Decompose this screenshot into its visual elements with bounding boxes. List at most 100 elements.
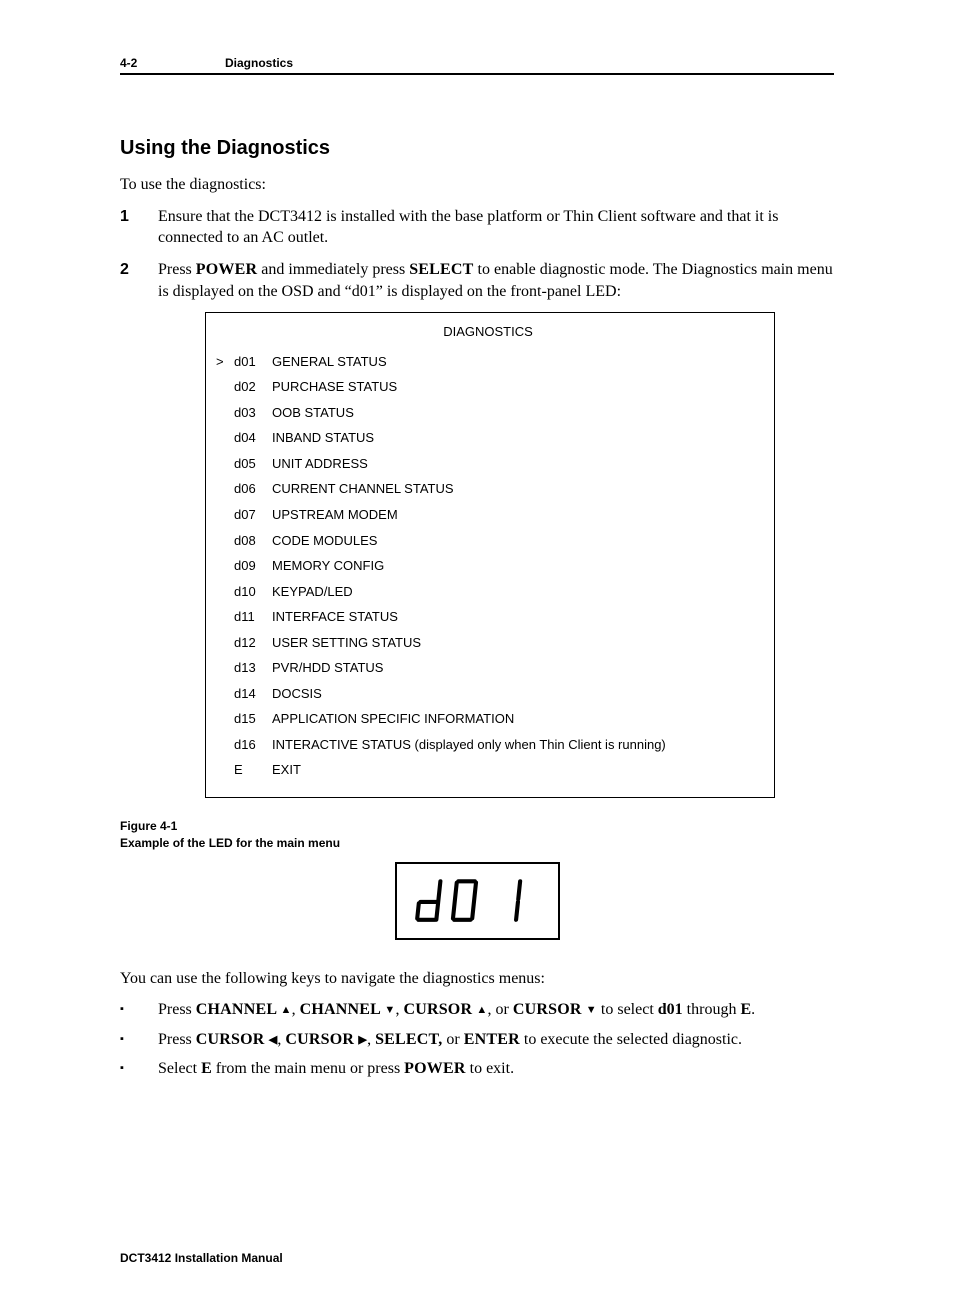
diag-cursor	[216, 553, 234, 579]
diag-label: USER SETTING STATUS	[272, 630, 672, 656]
diag-row: d13PVR/HDD STATUS	[216, 655, 672, 681]
diag-label: CODE MODULES	[272, 528, 672, 554]
bullet-1: ▪ Press CHANNEL ▲, CHANNEL ▼, CURSOR ▲, …	[120, 999, 834, 1021]
diag-label: PURCHASE STATUS	[272, 374, 672, 400]
diag-label: APPLICATION SPECIFIC INFORMATION	[272, 706, 672, 732]
header-section: Diagnostics	[225, 55, 293, 71]
diag-label: UPSTREAM MODEM	[272, 502, 672, 528]
diag-label: PVR/HDD STATUS	[272, 655, 672, 681]
diag-code: d16	[234, 732, 272, 758]
diag-label: OOB STATUS	[272, 400, 672, 426]
diagnostics-title: DIAGNOSTICS	[216, 323, 760, 341]
diag-cursor	[216, 655, 234, 681]
diag-cursor	[216, 502, 234, 528]
diag-code: d14	[234, 681, 272, 707]
key-power: POWER	[196, 261, 257, 278]
diag-cursor	[216, 579, 234, 605]
diag-cursor	[216, 400, 234, 426]
nav-intro: You can use the following keys to naviga…	[120, 968, 834, 990]
key-cursor-down: CURSOR ▼	[513, 1001, 597, 1018]
step-2: 2 Press POWER and immediately press SELE…	[120, 259, 834, 302]
key-select: SELECT,	[375, 1031, 442, 1048]
diag-cursor	[216, 451, 234, 477]
diagnostics-table: >d01GENERAL STATUSd02PURCHASE STATUSd03O…	[216, 349, 672, 783]
diag-label: GENERAL STATUS	[272, 349, 672, 375]
footer-manual-title: DCT3412 Installation Manual	[120, 1250, 834, 1266]
diag-cursor	[216, 681, 234, 707]
diag-row: d09MEMORY CONFIG	[216, 553, 672, 579]
diag-code: E	[234, 757, 272, 783]
diag-label: EXIT	[272, 757, 672, 783]
diag-label: INBAND STATUS	[272, 425, 672, 451]
diag-cursor	[216, 604, 234, 630]
diag-row: d12USER SETTING STATUS	[216, 630, 672, 656]
diag-label: UNIT ADDRESS	[272, 451, 672, 477]
step-body: Press POWER and immediately press SELECT…	[158, 259, 834, 302]
intro-text: To use the diagnostics:	[120, 174, 834, 196]
key-channel-down: CHANNEL ▼	[300, 1001, 396, 1018]
key-select: SELECT	[409, 261, 473, 278]
diag-cursor	[216, 630, 234, 656]
figure-caption: Figure 4-1 Example of the LED for the ma…	[120, 818, 834, 852]
diag-cursor: >	[216, 349, 234, 375]
text: ,	[367, 1031, 375, 1048]
diag-code: d05	[234, 451, 272, 477]
step-1: 1 Ensure that the DCT3412 is installed w…	[120, 206, 834, 249]
diag-row: d06CURRENT CHANNEL STATUS	[216, 476, 672, 502]
diag-code: d01	[234, 349, 272, 375]
diag-cursor	[216, 374, 234, 400]
key-cursor-right: CURSOR ▶	[285, 1031, 367, 1048]
diag-label: CURRENT CHANNEL STATUS	[272, 476, 672, 502]
text: to select	[597, 1001, 658, 1018]
diag-cursor	[216, 706, 234, 732]
diag-code: d13	[234, 655, 272, 681]
key-power: POWER	[404, 1060, 465, 1077]
code-d01: d01	[658, 1001, 683, 1018]
text: to execute the selected diagnostic.	[520, 1031, 742, 1048]
diag-label: INTERFACE STATUS	[272, 604, 672, 630]
led-svg	[407, 873, 547, 928]
diag-row: d16INTERACTIVE STATUS (displayed only wh…	[216, 732, 672, 758]
code-e: E	[201, 1060, 212, 1077]
step-number: 1	[120, 206, 158, 249]
diag-code: d06	[234, 476, 272, 502]
text: ,	[292, 1001, 300, 1018]
nav-bullets: ▪ Press CHANNEL ▲, CHANNEL ▼, CURSOR ▲, …	[120, 999, 834, 1080]
text: and immediately press	[257, 261, 409, 278]
diag-code: d02	[234, 374, 272, 400]
diag-row: d11INTERFACE STATUS	[216, 604, 672, 630]
diag-code: d09	[234, 553, 272, 579]
page-number: 4-2	[120, 55, 225, 71]
diag-cursor	[216, 476, 234, 502]
diag-code: d04	[234, 425, 272, 451]
text: Press	[158, 261, 196, 278]
text: Press	[158, 1001, 196, 1018]
key-channel-up: CHANNEL ▲	[196, 1001, 292, 1018]
led-display	[395, 862, 560, 940]
diag-cursor	[216, 732, 234, 758]
bullet-body: Press CURSOR ◀, CURSOR ▶, SELECT, or ENT…	[158, 1029, 834, 1051]
text: through	[683, 1001, 741, 1018]
bullet-body: Press CHANNEL ▲, CHANNEL ▼, CURSOR ▲, or…	[158, 999, 834, 1021]
bullet-3: ▪ Select E from the main menu or press P…	[120, 1058, 834, 1080]
page-header: 4-2 Diagnostics	[120, 55, 834, 75]
diag-row: >d01GENERAL STATUS	[216, 349, 672, 375]
text: Select	[158, 1060, 201, 1077]
key-enter: ENTER	[464, 1031, 520, 1048]
diag-row: d14DOCSIS	[216, 681, 672, 707]
diag-row: d03OOB STATUS	[216, 400, 672, 426]
text: or	[442, 1031, 463, 1048]
diag-code: d07	[234, 502, 272, 528]
diag-row: d04INBAND STATUS	[216, 425, 672, 451]
text: to exit.	[466, 1060, 514, 1077]
figure-number: Figure 4-1	[120, 819, 177, 833]
key-cursor-up: CURSOR ▲	[403, 1001, 487, 1018]
diagnostics-menu-box: DIAGNOSTICS >d01GENERAL STATUSd02PURCHAS…	[205, 312, 775, 798]
diag-code: d11	[234, 604, 272, 630]
diag-row: d08CODE MODULES	[216, 528, 672, 554]
bullet-2: ▪ Press CURSOR ◀, CURSOR ▶, SELECT, or E…	[120, 1029, 834, 1051]
text: from the main menu or press	[212, 1060, 404, 1077]
diag-code: d03	[234, 400, 272, 426]
code-e: E	[740, 1001, 751, 1018]
diag-label: MEMORY CONFIG	[272, 553, 672, 579]
